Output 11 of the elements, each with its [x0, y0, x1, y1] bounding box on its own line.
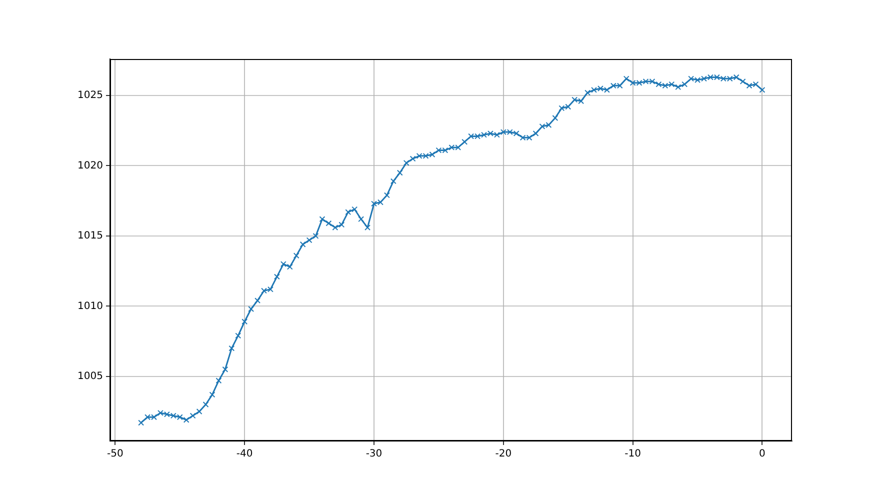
- y-tick-label: 1015: [78, 230, 103, 242]
- y-tick-label: 1005: [78, 370, 103, 382]
- x-tick-label: -30: [366, 448, 382, 460]
- x-tick-label: -50: [107, 448, 124, 460]
- x-tick-label: -20: [495, 448, 512, 460]
- y-tick-label: 1010: [78, 300, 103, 312]
- x-tick-label: 0: [759, 448, 766, 460]
- x-tick-label: -10: [624, 448, 641, 460]
- y-tick-label: 1020: [78, 160, 103, 172]
- y-tick-label: 1025: [78, 90, 103, 102]
- x-tick-label: -40: [236, 448, 253, 460]
